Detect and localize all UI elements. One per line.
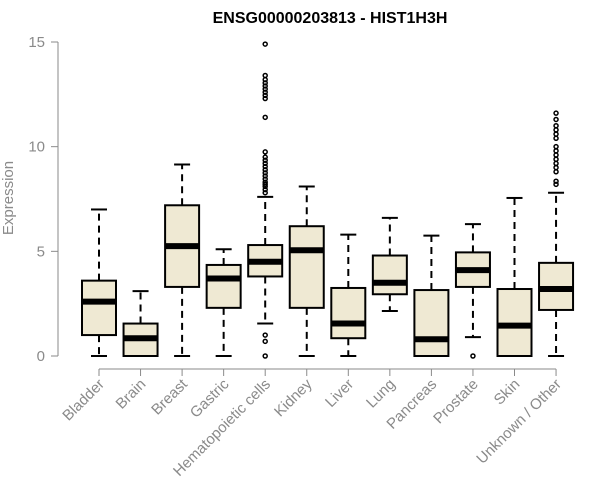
outlier-point (262, 353, 268, 359)
outlier-point (262, 154, 268, 160)
box (81, 279, 117, 337)
outlier-point (262, 80, 268, 86)
box (205, 263, 242, 309)
outlier-point (553, 169, 559, 175)
box-group (247, 41, 284, 359)
outlier-point (262, 83, 268, 89)
chart-title: ENSG00000203813 - HIST1H3H (213, 10, 448, 27)
x-tick-label: Bladder (59, 376, 108, 425)
box (413, 289, 450, 357)
box (496, 288, 533, 357)
box-group (454, 223, 491, 359)
axes: 0 5 10 15 (28, 34, 557, 370)
y-tick-label: 5 (37, 243, 45, 260)
outlier-point (553, 135, 559, 142)
outlier-point (262, 89, 268, 95)
boxes (81, 41, 575, 359)
outlier-point (262, 95, 268, 102)
outlier-point (262, 186, 268, 193)
y-tick-label: 10 (28, 139, 45, 156)
box-group (413, 234, 450, 357)
outlier-point (262, 163, 268, 170)
outlier-point (553, 116, 559, 123)
box-group (371, 216, 408, 312)
outlier-point (262, 149, 268, 155)
outlier-point (553, 164, 559, 171)
outlier-point (262, 170, 268, 176)
outlier-point (553, 122, 559, 129)
x-tick-label: Brain (113, 376, 150, 413)
outlier-point (262, 332, 268, 338)
outlier-point (553, 127, 559, 133)
outlier-point (553, 131, 559, 137)
outlier-point (262, 72, 268, 79)
box-group (538, 110, 575, 357)
outlier-point (553, 181, 559, 188)
x-tick-label: Lung (363, 376, 399, 412)
box (371, 254, 408, 296)
box-group (81, 208, 117, 357)
outlier-point (553, 110, 559, 116)
outlier-point (262, 181, 268, 188)
outlier-point (262, 160, 268, 167)
outlier-point (470, 353, 476, 359)
outlier-point (553, 160, 559, 167)
box-group (122, 290, 159, 358)
outlier-point (262, 176, 268, 182)
outlier-point (262, 189, 268, 196)
outlier-point (262, 173, 268, 179)
box (330, 286, 367, 340)
outlier-point (553, 156, 559, 162)
box-group (496, 196, 533, 357)
outlier-point (262, 86, 268, 92)
outlier-point (262, 166, 268, 173)
x-tick-label: Liver (322, 376, 357, 411)
outlier-point (262, 338, 268, 345)
outlier-point (553, 152, 559, 158)
box-group (330, 233, 367, 357)
outlier-point (262, 41, 268, 47)
x-tick-label: Skin (491, 376, 524, 409)
outlier-point (262, 76, 268, 83)
box-group (288, 185, 325, 357)
outlier-point (553, 178, 559, 184)
box-group (205, 248, 242, 357)
outlier-point (262, 92, 268, 99)
outlier-point (553, 148, 559, 154)
x-tick-label: Breast (148, 375, 191, 418)
y-tick-label: 15 (28, 34, 45, 51)
box-group (164, 163, 201, 357)
outlier-point (553, 143, 559, 150)
outlier-point (262, 114, 268, 121)
x-tick-label: Kidney (271, 375, 316, 420)
outlier-point (262, 179, 268, 186)
y-tick-label: 0 (37, 348, 45, 365)
y-axis-label: Expression (0, 161, 17, 235)
outlier-point (262, 157, 268, 164)
box (288, 225, 325, 309)
x-tick-label: Prostate (430, 376, 482, 428)
